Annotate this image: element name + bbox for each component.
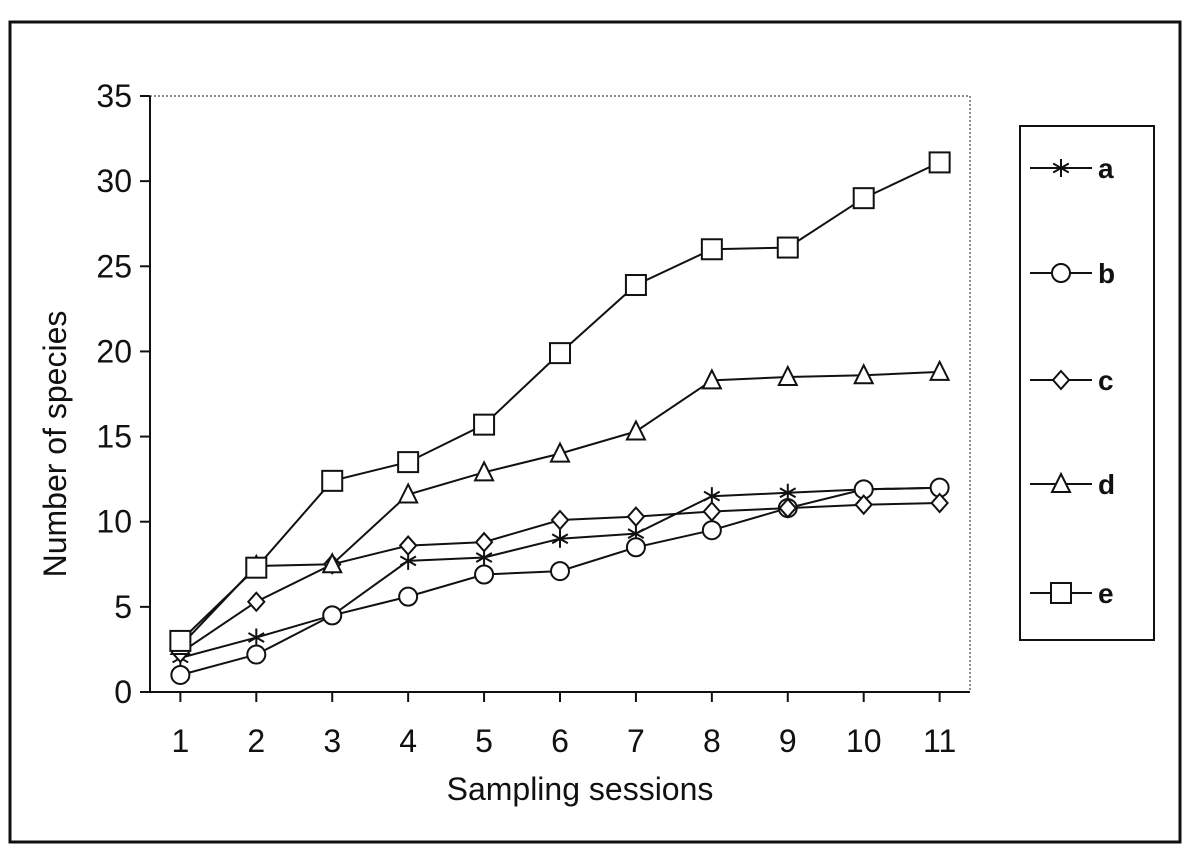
data-point-e [928,151,951,174]
x-tick-label: 6 [551,723,569,759]
legend-item-c: c [1030,365,1114,396]
data-point-d [701,368,723,390]
data-point-d [397,482,419,504]
data-point-d [853,363,875,385]
legend-marker-square [1050,582,1072,604]
x-tick-label: 3 [323,723,341,759]
data-point-d [777,364,799,386]
y-tick-label: 0 [114,674,132,710]
data-point-c [246,591,266,613]
data-point-b [625,537,646,558]
legend-item-b: b [1030,258,1115,289]
legend-item-e: e [1030,578,1114,609]
y-tick-label: 25 [96,248,132,284]
legend-item-d: d [1030,469,1115,500]
y-tick-label: 30 [96,163,132,199]
data-point-b [398,586,419,607]
x-tick-label: 7 [627,723,645,759]
data-point-c [854,494,874,516]
x-axis-title: Sampling sessions [447,771,714,807]
data-point-e [245,556,268,579]
y-tick-label: 35 [96,78,132,114]
legend-item-a: a [1030,153,1114,184]
data-point-d [473,460,495,482]
data-point-b [550,561,570,582]
data-point-a [247,628,265,647]
data-point-e [624,274,647,297]
x-tick-label: 2 [247,723,265,759]
y-tick-label: 5 [114,589,132,625]
x-tick-label: 8 [703,723,721,759]
legend: a b c d e [1030,153,1115,609]
legend-box [1019,125,1155,641]
y-ticks: 0 5 10 15 20 25 30 35 [96,78,150,710]
legend-marker-triangle [1050,471,1072,493]
data-point-d [625,419,647,441]
data-point-e [852,187,875,210]
data-point-a [551,529,569,548]
data-point-d [929,359,951,381]
legend-label: b [1098,258,1115,289]
x-ticks: 1 2 3 4 5 6 7 8 9 10 11 [171,692,956,759]
data-point-c [702,500,722,523]
legend-label: a [1098,153,1114,184]
legend-marker-circle [1051,263,1071,283]
legend-marker-asterisk [1052,159,1070,177]
data-point-b [246,644,267,665]
x-tick-label: 10 [846,723,882,759]
data-point-d [549,441,571,463]
y-tick-label: 10 [96,504,132,540]
x-tick-label: 5 [475,723,493,759]
data-point-e [776,236,799,259]
data-point-b [322,605,343,626]
data-point-e [549,342,571,365]
data-point-c [930,492,949,514]
legend-label: e [1098,578,1114,609]
y-tick-label: 20 [96,333,132,369]
series-markers [169,151,951,685]
data-point-e [700,238,723,261]
x-tick-label: 11 [923,723,956,759]
x-tick-label: 1 [171,723,189,759]
data-point-b [701,520,722,541]
data-point-c [550,509,570,531]
y-tick-label: 15 [96,419,132,455]
x-tick-label: 9 [779,723,797,759]
y-axis-title: Number of species [37,311,73,578]
legend-marker-diamond [1051,369,1071,391]
data-point-c [626,506,646,528]
data-point-b [474,564,495,585]
data-point-e [397,451,420,474]
data-point-c [474,531,494,553]
legend-label: d [1098,469,1115,500]
legend-label: c [1098,365,1114,396]
x-tick-label: 4 [399,723,417,759]
data-point-e [473,413,496,436]
data-point-b [170,664,191,685]
data-point-e [169,629,192,652]
plot-area [149,95,971,693]
data-point-d [321,552,343,574]
data-point-e [321,469,344,492]
data-point-c [398,535,418,557]
data-point-c [778,497,798,519]
